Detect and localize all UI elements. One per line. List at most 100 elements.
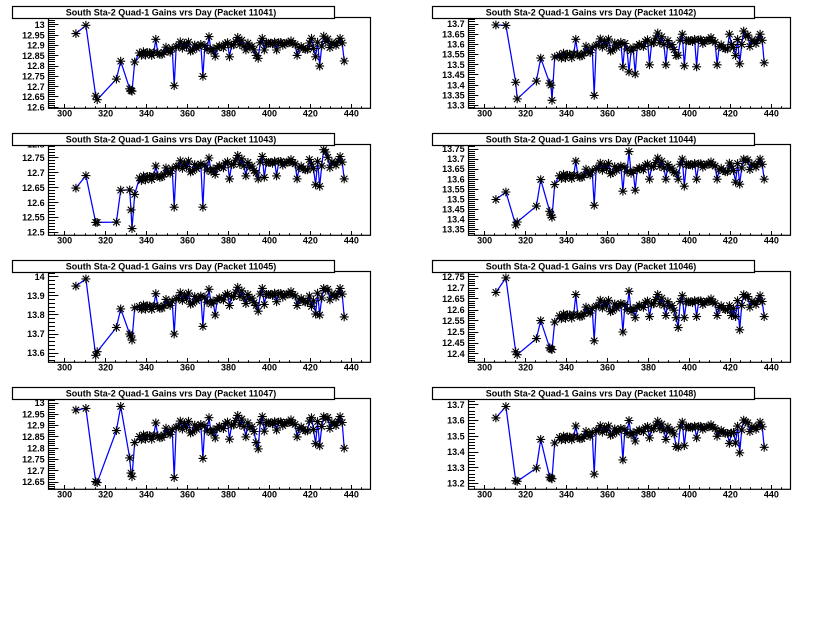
svg-text:12.75: 12.75	[22, 455, 45, 465]
svg-text:12.7: 12.7	[27, 466, 45, 476]
svg-text:12.95: 12.95	[22, 409, 45, 419]
svg-text:12.75: 12.75	[442, 272, 465, 282]
svg-text:440: 440	[764, 108, 779, 118]
svg-text:420: 420	[303, 235, 318, 245]
svg-text:360: 360	[600, 108, 615, 118]
svg-text:360: 360	[600, 362, 615, 372]
svg-text:13.9: 13.9	[27, 291, 45, 301]
svg-text:400: 400	[682, 489, 697, 499]
svg-text:320: 320	[98, 108, 113, 118]
svg-text:13.2: 13.2	[447, 479, 465, 489]
svg-text:12.65: 12.65	[22, 92, 45, 102]
svg-text:12.85: 12.85	[22, 51, 45, 61]
svg-text:400: 400	[682, 362, 697, 372]
svg-text:440: 440	[344, 108, 359, 118]
svg-text:12.85: 12.85	[22, 432, 45, 442]
svg-text:380: 380	[641, 489, 656, 499]
svg-text:South Sta-2 Quad-1 Gains vrs D: South Sta-2 Quad-1 Gains vrs Day (Packet…	[486, 389, 697, 399]
svg-text:340: 340	[559, 489, 574, 499]
svg-text:360: 360	[180, 108, 195, 118]
svg-text:300: 300	[57, 108, 72, 118]
svg-text:13.7: 13.7	[447, 154, 465, 164]
svg-text:12.6: 12.6	[27, 198, 45, 208]
svg-text:320: 320	[98, 489, 113, 499]
svg-text:440: 440	[764, 489, 779, 499]
svg-text:13.55: 13.55	[442, 50, 465, 60]
svg-text:13.35: 13.35	[442, 225, 465, 235]
svg-text:420: 420	[723, 489, 738, 499]
svg-text:420: 420	[303, 108, 318, 118]
svg-text:12.8: 12.8	[27, 443, 45, 453]
svg-text:12.5: 12.5	[27, 228, 45, 238]
svg-text:13.4: 13.4	[447, 80, 465, 90]
svg-text:13.8: 13.8	[27, 310, 45, 320]
svg-text:13.4: 13.4	[447, 447, 465, 457]
svg-text:360: 360	[600, 235, 615, 245]
svg-text:300: 300	[477, 108, 492, 118]
svg-text:440: 440	[764, 362, 779, 372]
svg-text:12.7: 12.7	[27, 82, 45, 92]
svg-text:360: 360	[180, 235, 195, 245]
svg-text:13.45: 13.45	[442, 70, 465, 80]
svg-text:13: 13	[35, 20, 45, 30]
svg-text:320: 320	[518, 235, 533, 245]
svg-text:380: 380	[641, 108, 656, 118]
svg-text:South Sta-2 Quad-1 Gains vrs D: South Sta-2 Quad-1 Gains vrs Day (Packet…	[66, 389, 277, 399]
svg-text:340: 340	[139, 235, 154, 245]
svg-text:380: 380	[221, 362, 236, 372]
svg-text:320: 320	[518, 489, 533, 499]
svg-text:340: 340	[139, 362, 154, 372]
svg-text:420: 420	[723, 362, 738, 372]
svg-text:420: 420	[723, 235, 738, 245]
svg-text:340: 340	[139, 489, 154, 499]
svg-text:400: 400	[682, 235, 697, 245]
svg-text:380: 380	[221, 108, 236, 118]
svg-text:300: 300	[477, 362, 492, 372]
svg-text:12.5: 12.5	[447, 327, 465, 337]
svg-text:12.55: 12.55	[22, 213, 45, 223]
svg-text:12.65: 12.65	[22, 183, 45, 193]
svg-text:13.65: 13.65	[442, 164, 465, 174]
svg-text:13.7: 13.7	[447, 400, 465, 410]
svg-text:13.3: 13.3	[447, 101, 465, 111]
svg-text:320: 320	[518, 362, 533, 372]
svg-text:14: 14	[35, 272, 45, 282]
svg-text:13.55: 13.55	[442, 184, 465, 194]
svg-text:400: 400	[682, 108, 697, 118]
svg-text:12.45: 12.45	[442, 338, 465, 348]
svg-text:360: 360	[180, 489, 195, 499]
svg-text:13.7: 13.7	[447, 19, 465, 29]
svg-text:South Sta-2 Quad-1 Gains vrs D: South Sta-2 Quad-1 Gains vrs Day (Packet…	[486, 262, 697, 272]
svg-text:13.5: 13.5	[447, 194, 465, 204]
svg-text:13: 13	[35, 398, 45, 408]
svg-text:12.75: 12.75	[22, 153, 45, 163]
svg-text:300: 300	[57, 489, 72, 499]
svg-text:12.9: 12.9	[27, 41, 45, 51]
svg-text:340: 340	[559, 108, 574, 118]
svg-text:13.5: 13.5	[447, 60, 465, 70]
svg-text:400: 400	[262, 362, 277, 372]
svg-text:380: 380	[641, 362, 656, 372]
svg-text:300: 300	[477, 235, 492, 245]
svg-text:380: 380	[221, 489, 236, 499]
svg-text:400: 400	[262, 235, 277, 245]
svg-text:13.6: 13.6	[447, 174, 465, 184]
svg-text:420: 420	[303, 362, 318, 372]
svg-text:400: 400	[262, 489, 277, 499]
svg-text:300: 300	[57, 235, 72, 245]
svg-text:440: 440	[344, 489, 359, 499]
svg-text:12.65: 12.65	[22, 477, 45, 487]
svg-text:12.6: 12.6	[27, 102, 45, 112]
svg-text:320: 320	[98, 235, 113, 245]
svg-text:12.75: 12.75	[22, 72, 45, 82]
svg-text:380: 380	[641, 235, 656, 245]
svg-text:13.6: 13.6	[447, 40, 465, 50]
svg-text:440: 440	[344, 362, 359, 372]
svg-text:12.95: 12.95	[22, 30, 45, 40]
svg-text:South Sta-2 Quad-1 Gains vrs D: South Sta-2 Quad-1 Gains vrs Day (Packet…	[66, 135, 277, 145]
svg-text:340: 340	[559, 362, 574, 372]
svg-text:420: 420	[723, 108, 738, 118]
svg-text:360: 360	[600, 489, 615, 499]
svg-text:300: 300	[477, 489, 492, 499]
svg-text:12.4: 12.4	[447, 349, 465, 359]
